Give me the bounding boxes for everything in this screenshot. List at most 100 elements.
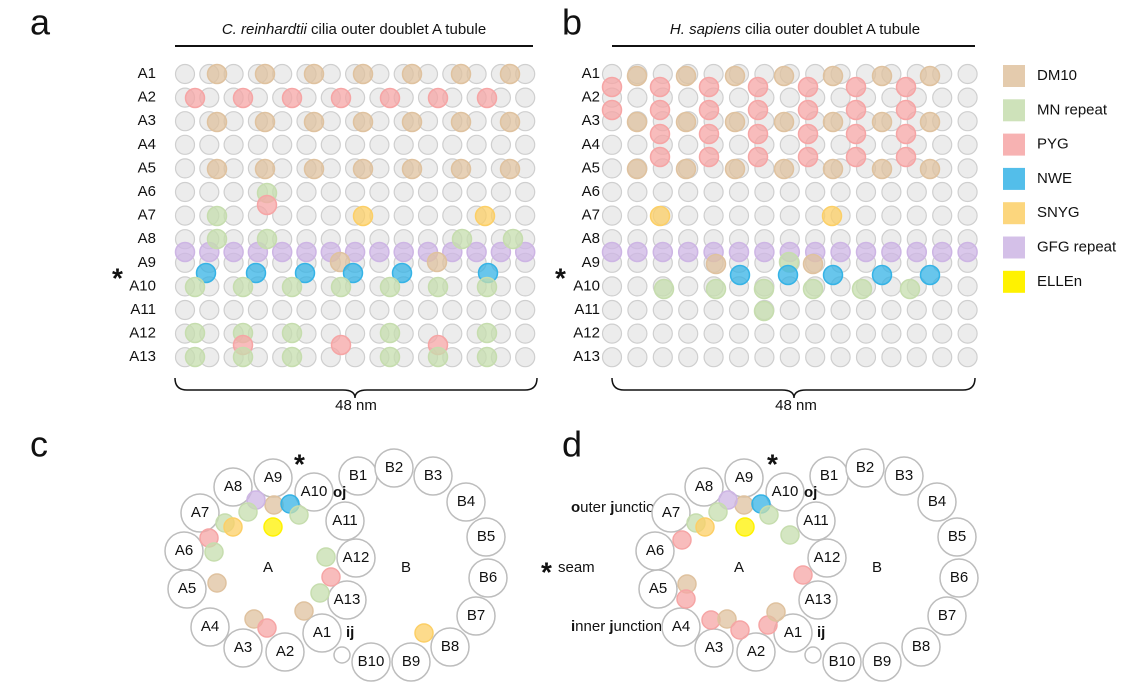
protofilament-site	[273, 301, 292, 320]
protein-dot	[258, 196, 277, 215]
protofilament-label: A9	[264, 469, 282, 486]
protofilament-site	[730, 324, 749, 343]
protein-dot	[857, 243, 876, 262]
protein-dot	[452, 160, 471, 179]
protofilament-site	[882, 301, 901, 320]
protofilament-label: B5	[477, 528, 495, 545]
row-label: A1	[582, 65, 600, 82]
protofilament-label: B6	[479, 569, 497, 586]
protein-dot	[305, 65, 324, 84]
protein-dot	[651, 207, 670, 226]
protofilament-site	[394, 206, 413, 225]
protein-dot	[305, 113, 324, 132]
protofilament-label: A3	[705, 639, 723, 656]
protein-dot	[726, 113, 745, 132]
protein-dot	[847, 148, 866, 167]
protein-dot	[234, 348, 253, 367]
row-label: A13	[129, 348, 156, 365]
protofilament-label: B5	[948, 528, 966, 545]
panel-letter: d	[562, 424, 582, 465]
protofilament-label: B2	[856, 459, 874, 476]
row-label: A3	[582, 112, 600, 129]
protein-dot	[799, 148, 818, 167]
protofilament-site	[394, 135, 413, 154]
protofilament-site	[958, 206, 977, 225]
row-label: A3	[138, 112, 156, 129]
protein-dot	[186, 89, 205, 108]
protofilament-label: A6	[646, 542, 664, 559]
protein-dot	[775, 113, 794, 132]
protein-dot	[831, 243, 850, 262]
protein-dot	[403, 160, 422, 179]
protofilament-label: A12	[814, 549, 841, 566]
protein-dot	[290, 506, 308, 524]
protofilament-site	[933, 348, 952, 367]
seam-mark: *	[555, 262, 566, 293]
protofilament-site	[603, 277, 622, 296]
protofilament-label: A2	[276, 643, 294, 660]
panel-title: H. sapiens cilia outer doublet A tubule	[670, 21, 920, 38]
protofilament-site	[806, 324, 825, 343]
protofilament-site	[730, 206, 749, 225]
protofilament-site	[628, 183, 647, 202]
protein-dot	[381, 278, 400, 297]
protofilament-label: B9	[402, 653, 420, 670]
protofilament-site	[491, 183, 510, 202]
protofilament-site	[516, 183, 535, 202]
protofilament-site	[321, 301, 340, 320]
protofilament-site	[224, 301, 243, 320]
protein-dot	[476, 207, 495, 226]
protofilament-site	[755, 206, 774, 225]
protein-dot	[921, 67, 940, 86]
protofilament-site	[628, 88, 647, 107]
protein-dot	[283, 278, 302, 297]
protein-dot	[205, 543, 223, 561]
protein-dot	[677, 160, 696, 179]
row-label: A7	[582, 207, 600, 224]
protofilament-site	[176, 183, 195, 202]
legend-label: NWE	[1037, 170, 1072, 187]
protein-dot	[453, 230, 472, 249]
protein-dot	[679, 243, 698, 262]
protein-dot	[234, 89, 253, 108]
protofilament-label: B1	[820, 467, 838, 484]
protein-dot	[823, 207, 842, 226]
row-label: A11	[130, 301, 156, 318]
protein-dot	[283, 89, 302, 108]
protofilament-site	[958, 277, 977, 296]
protofilament-site	[755, 324, 774, 343]
protein-dot	[186, 348, 205, 367]
protein-dot	[305, 160, 324, 179]
protein-dot	[322, 568, 340, 586]
row-label: A1	[138, 65, 156, 82]
protein-dot	[726, 67, 745, 86]
protofilament-site	[958, 159, 977, 178]
protofilament-site	[516, 277, 535, 296]
legend-swatch	[1003, 202, 1025, 224]
protofilament-site	[780, 183, 799, 202]
protein-dot	[603, 78, 622, 97]
protein-dot	[381, 348, 400, 367]
legend-swatch	[1003, 271, 1025, 293]
protofilament-site	[224, 135, 243, 154]
protein-dot	[673, 531, 691, 549]
protein-dot	[897, 125, 916, 144]
protofilament-site	[297, 206, 316, 225]
protein-dot	[429, 348, 448, 367]
protein-dot	[677, 67, 696, 86]
row-label: A2	[582, 89, 600, 106]
protofilament-site	[603, 206, 622, 225]
protofilament-site	[443, 301, 462, 320]
scale-label: 48 nm	[775, 397, 817, 414]
protein-dot	[696, 518, 714, 536]
protofilament-label: A4	[201, 618, 219, 635]
protofilament-site	[679, 88, 698, 107]
protofilament-site	[958, 88, 977, 107]
protofilament-site	[443, 183, 462, 202]
protein-dot	[873, 67, 892, 86]
protofilament-site	[704, 348, 723, 367]
protein-dot	[428, 253, 447, 272]
protofilament-site	[679, 348, 698, 367]
protofilament-site	[907, 324, 926, 343]
protein-dot	[775, 67, 794, 86]
